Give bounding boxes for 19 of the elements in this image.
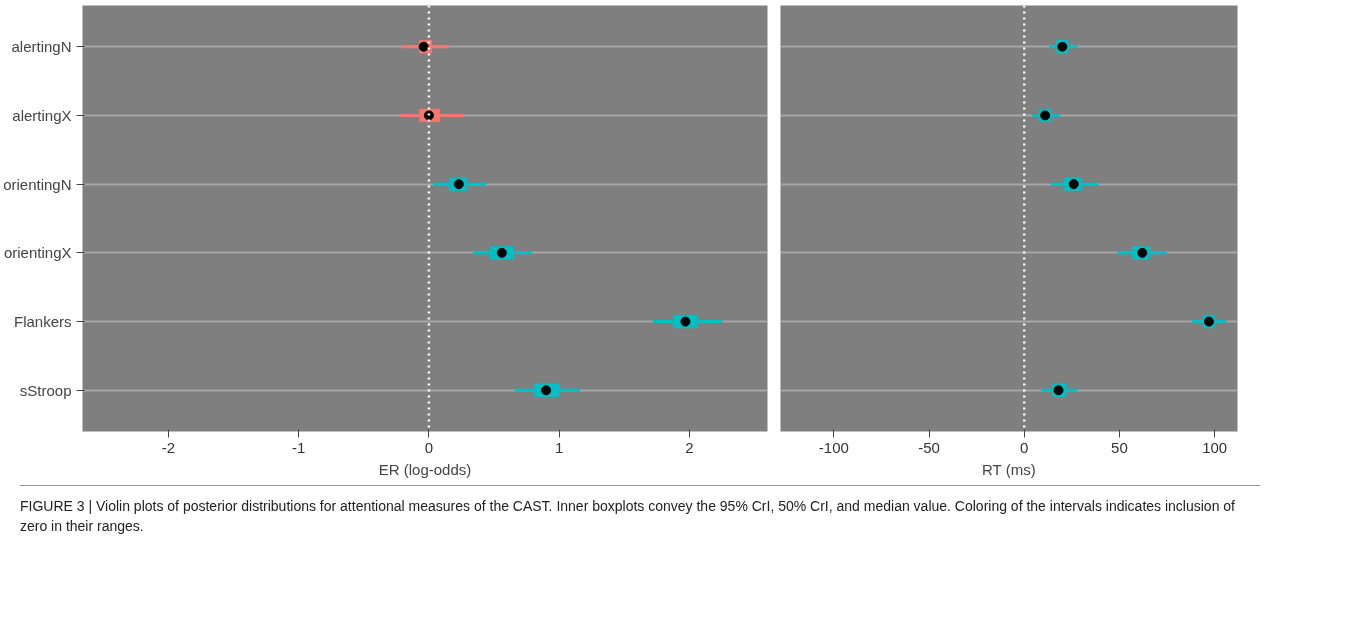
- y-tick-label: orientingN: [3, 175, 72, 193]
- x-tick-label: -50: [918, 438, 940, 456]
- y-tick-label: alertingN: [11, 38, 72, 56]
- x-tick-label: 2: [685, 438, 694, 456]
- x-tick-label: -2: [161, 438, 176, 456]
- x-tick-label: 0: [1020, 438, 1029, 456]
- y-tick-label: orientingX: [3, 244, 72, 262]
- x-tick-label: 0: [424, 438, 434, 456]
- x-axis-title: ER (log-odds): [378, 460, 472, 478]
- caption: FIGURE 3 | Violin plots of posterior distributions for attentional measures of the CAST. Inner boxplots convey the 95% CrI, 50% CrI, and median value. Coloring of the intervals indicates inclusion of zero in their ranges.: [20, 497, 1236, 536]
- x-tick-label: -100: [818, 438, 849, 456]
- y-tick-label: Flankers: [13, 313, 72, 331]
- x-tick-label: 1: [554, 438, 564, 456]
- x-tick-label: 50: [1111, 438, 1128, 456]
- y-tick-label: sStroop: [19, 381, 72, 399]
- y-tick-label: alertingX: [12, 106, 72, 124]
- x-tick-label: 100: [1202, 438, 1228, 456]
- x-tick-label: -1: [292, 438, 306, 456]
- x-axis-title: RT (ms): [982, 460, 1036, 478]
